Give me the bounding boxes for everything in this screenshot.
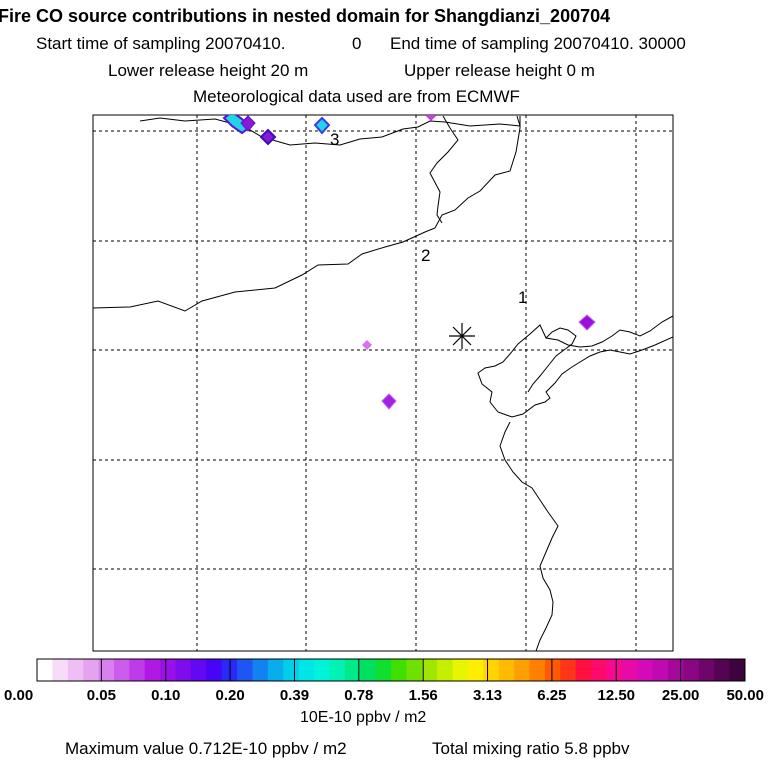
colorbar-cell [391, 659, 407, 681]
fire-cell [313, 116, 331, 135]
colorbar-tick-label: 25.00 [662, 687, 700, 704]
colorbar-cell [190, 659, 207, 681]
total-mixing-ratio: Total mixing ratio 5.8 ppbv [432, 739, 630, 758]
fire-cell [578, 314, 596, 331]
colorbar-tick-label: 0.05 [87, 687, 116, 704]
colorbar-tick-label: 12.50 [597, 687, 635, 704]
colorbar-cell [237, 659, 253, 681]
colorbar-cell [160, 659, 177, 681]
colorbar-tick-label: 50.00 [726, 687, 764, 704]
colorbar-cell [652, 659, 669, 681]
colorbar-cell [467, 659, 484, 681]
colorbar-cell [67, 659, 84, 681]
point-label: 3 [330, 130, 339, 149]
coastline [527, 327, 577, 393]
colorbar-cell [621, 659, 638, 681]
colorbar-cell [37, 659, 53, 681]
coastline [477, 315, 673, 418]
colorbar-cell [421, 659, 438, 681]
boundary-line [429, 115, 459, 224]
colorbar-tick-label: 0.00 [4, 687, 33, 704]
chart-title: Fire CO source contributions in nested d… [0, 6, 611, 26]
colorbar-cell [144, 659, 161, 681]
colorbar-cell [113, 659, 130, 681]
colorbar-cell [52, 659, 69, 681]
colorbar-cell [498, 659, 515, 681]
colorbar-cell [314, 659, 330, 681]
colorbar-cell [483, 659, 500, 681]
colorbar-tick-labels: 0.00 0.05 0.10 0.20 0.39 0.78 1.56 3.13 6.25 12.5… [4, 687, 764, 704]
fire-cell [362, 340, 372, 350]
point-label: 2 [421, 246, 430, 265]
colorbar-cell [175, 659, 192, 681]
colorbar-cell [360, 659, 377, 681]
boundary-line [139, 115, 521, 146]
boundary-line [93, 116, 521, 312]
colorbar-tick-label: 0.20 [215, 687, 244, 704]
colorbar-cell [406, 659, 423, 681]
colorbar-cell [83, 659, 100, 681]
lower-release-height: Lower release height 20 m [108, 61, 309, 80]
colorbar-cell [375, 659, 392, 681]
upper-release-height: Upper release height 0 m [404, 61, 595, 80]
fire-cell [222, 115, 252, 135]
colorbar-cell [698, 659, 715, 681]
colorbar-cell [252, 659, 269, 681]
colorbar-cell [591, 659, 607, 681]
colorbar-cell [267, 659, 284, 681]
map-gridlines [93, 115, 673, 651]
coastline [499, 421, 559, 651]
colorbar-unit: 10E-10 ppbv / m2 [300, 709, 427, 726]
colorbar-cell [606, 659, 623, 681]
fire-cell [240, 115, 256, 132]
receptor-asterisk [449, 323, 475, 349]
colorbar [36, 658, 746, 682]
colorbar-cell [129, 659, 146, 681]
colorbar-cell [437, 659, 454, 681]
colorbar-tick-label: 1.56 [409, 687, 438, 704]
maximum-value: Maximum value 0.712E-10 ppbv / m2 [65, 739, 347, 758]
colorbar-cell [298, 659, 315, 681]
colorbar-cell [544, 659, 561, 681]
colorbar-tick-label: 3.13 [473, 687, 502, 704]
meteo-source: Meteorological data used are from ECMWF [193, 87, 520, 106]
colorbar-cell [729, 659, 746, 681]
colorbar-tick-label: 0.39 [280, 687, 309, 704]
colorbar-cell [514, 659, 531, 681]
colorbar-cell [283, 659, 300, 681]
colorbar-cell [668, 659, 684, 681]
colorbar-cell [637, 659, 654, 681]
colorbar-cell [329, 659, 346, 681]
start-time-label: Start time of sampling 20070410. [36, 34, 286, 53]
colorbar-cell [452, 659, 469, 681]
colorbar-cell [98, 659, 115, 681]
end-time-label: End time of sampling 20070410. 30000 [390, 34, 686, 53]
colorbar-cell [714, 659, 731, 681]
colorbar-cell [206, 659, 223, 681]
fire-cell [426, 115, 436, 121]
fire-markers [222, 115, 596, 410]
colorbar-cell [560, 659, 577, 681]
start-time-value: 0 [352, 34, 362, 53]
colorbar-tick-label: 0.10 [151, 687, 180, 704]
colorbar-tick-label: 6.25 [537, 687, 566, 704]
colorbar-cell [529, 659, 546, 681]
colorbar-cell [344, 659, 361, 681]
map-frame [92, 114, 674, 652]
fire-cell [259, 128, 277, 146]
colorbar-tick-label: 0.78 [344, 687, 373, 704]
colorbar-cell [683, 659, 700, 681]
fire-cell [381, 393, 397, 410]
point-label: 1 [518, 288, 527, 307]
colorbar-cell [575, 659, 592, 681]
